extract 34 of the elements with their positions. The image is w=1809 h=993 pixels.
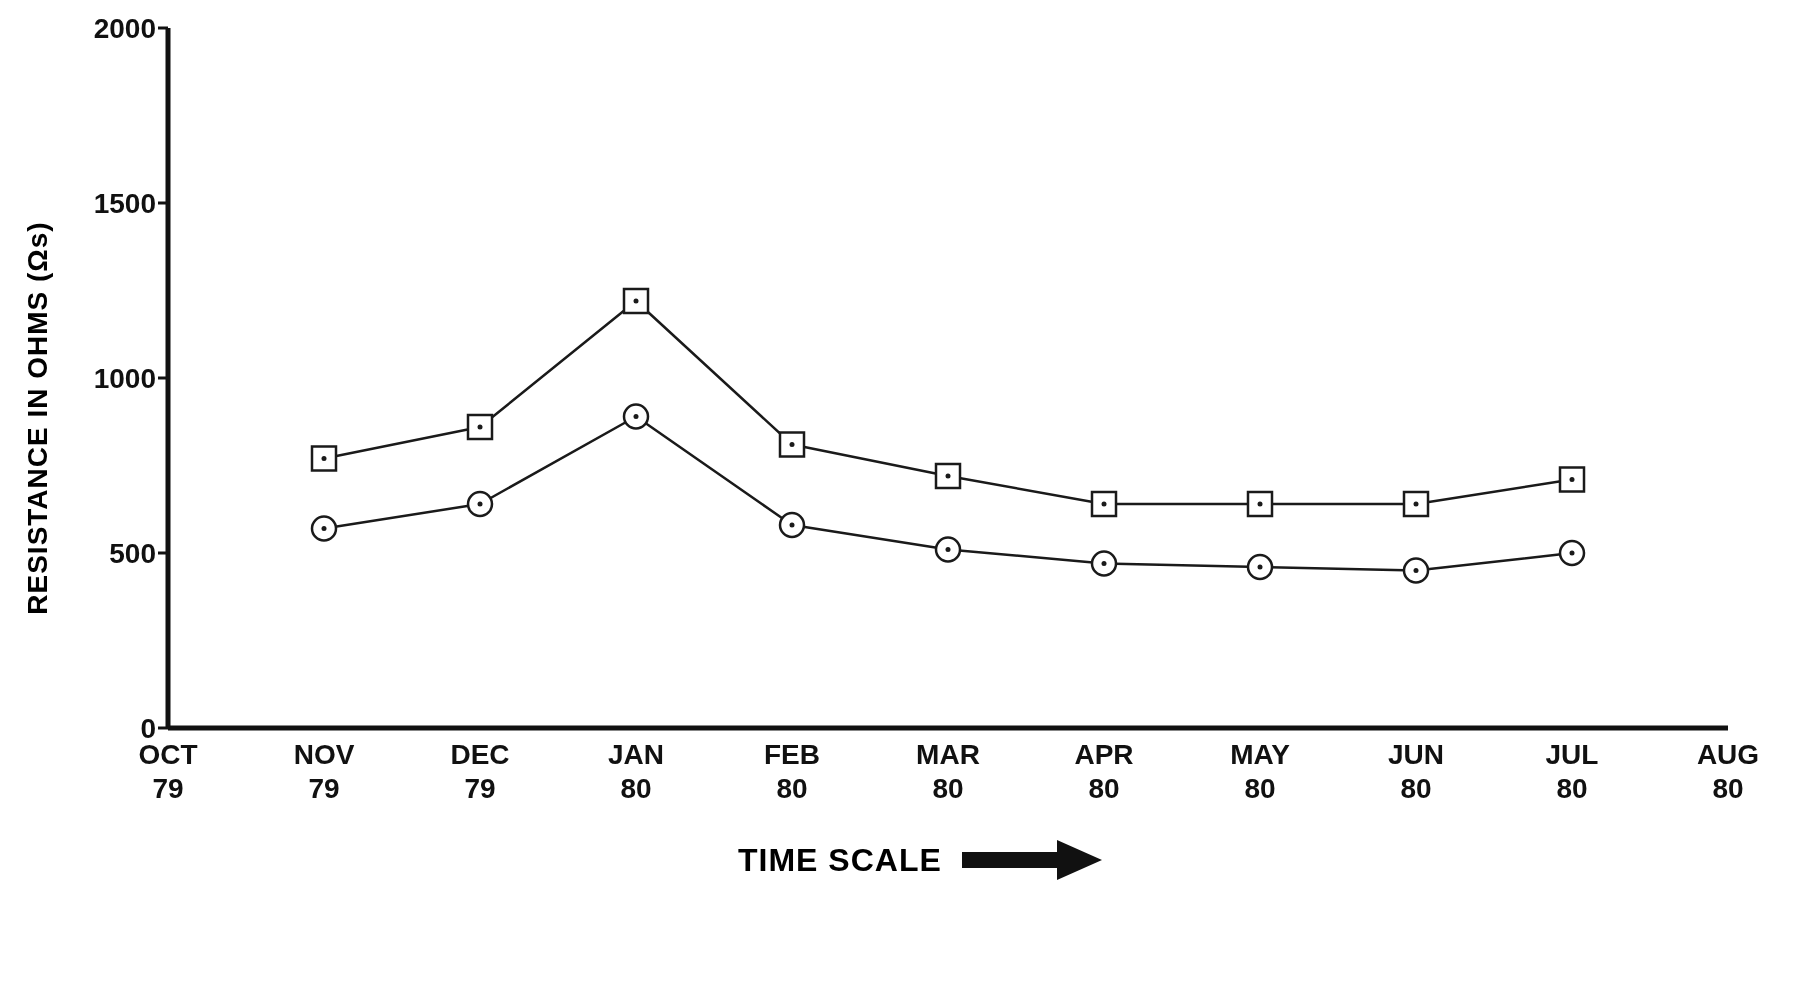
x-tick-label: JUL 80 — [1545, 739, 1599, 804]
y-tick-label: 1000 — [93, 362, 156, 394]
y-tick-label: 2000 — [93, 12, 156, 44]
point — [310, 515, 338, 542]
point — [466, 490, 494, 518]
y-tick-label: 500 — [109, 537, 156, 569]
x-tick-label: JUN 80 — [1387, 739, 1445, 804]
y-axis-title: RESISTANCE IN OHMS (Ωs) — [22, 221, 54, 615]
point — [1402, 557, 1430, 584]
point — [934, 536, 962, 563]
point — [1246, 553, 1274, 581]
point — [934, 462, 962, 490]
point — [1090, 490, 1118, 518]
point — [622, 403, 650, 430]
x-tick-label: APR 80 — [1074, 739, 1134, 804]
point — [310, 445, 338, 472]
point — [622, 287, 650, 315]
point — [466, 413, 494, 441]
x-axis-title: TIME SCALE — [738, 841, 942, 879]
x-tick-label: MAY 80 — [1230, 739, 1291, 804]
point — [778, 431, 806, 458]
x-tick-label: FEB 80 — [764, 739, 820, 804]
x-tick-label: MAR 80 — [916, 739, 980, 804]
y-tick-label: 1500 — [93, 187, 156, 219]
x-tick-label: AUG 80 — [1696, 739, 1760, 804]
x-tick-label: DEC 79 — [450, 739, 510, 804]
point — [1402, 490, 1430, 518]
point — [1090, 550, 1118, 577]
point — [1246, 490, 1274, 518]
point — [1558, 539, 1586, 567]
point — [778, 511, 806, 539]
x-tick-label: JAN 80 — [607, 739, 665, 804]
point — [1558, 466, 1586, 493]
x-tick-label: NOV 79 — [293, 739, 355, 804]
